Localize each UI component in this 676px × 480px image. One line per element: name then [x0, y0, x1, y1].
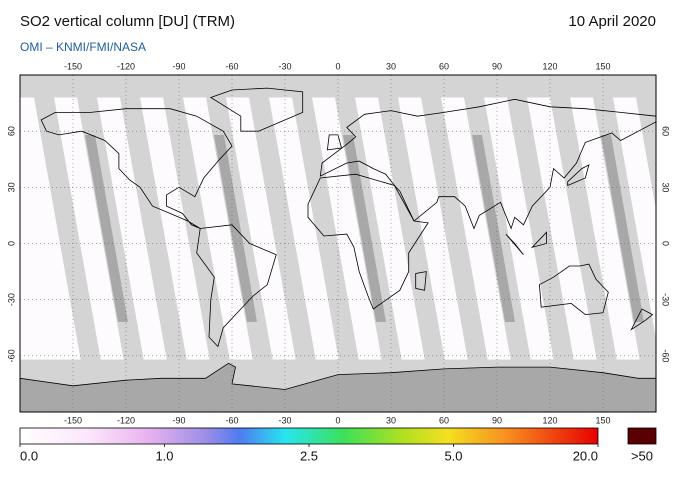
bottom-lon-tick-label: 150	[595, 415, 610, 425]
orbit-swath	[503, 75, 583, 412]
orbit-swath-dark	[85, 135, 128, 322]
date: 10 April 2020	[568, 13, 656, 30]
bottom-lon-tick-label: 0	[335, 415, 340, 425]
bottom-lon-tick-label: -60	[225, 415, 238, 425]
top-lon-tick-label: 0	[335, 61, 340, 71]
bottom-lon-tick-label: -90	[172, 415, 185, 425]
bottom-lon-tick-label: 120	[542, 415, 557, 425]
coastline	[326, 134, 343, 151]
map-frame	[19, 74, 657, 413]
top-lon-tick-label: -120	[117, 61, 135, 71]
coastline	[505, 233, 524, 255]
right-lat-tick-label: -30	[661, 293, 671, 306]
top-lon-tick-label: -150	[64, 61, 82, 71]
colorbar	[19, 427, 599, 445]
coastline	[196, 224, 277, 348]
orbit-swath	[374, 75, 454, 412]
bottom-lon-tick-label: 90	[492, 415, 502, 425]
left-lat-tick-label: -30	[6, 293, 16, 306]
orbit-swath	[417, 75, 497, 412]
bottom-lon-tick-label: -150	[64, 415, 82, 425]
coastline	[319, 98, 656, 230]
title: SO2 vertical column [DU] (TRM)	[20, 13, 235, 30]
coastline	[630, 308, 654, 331]
left-lat-tick-label: -60	[6, 349, 16, 362]
coastline	[567, 164, 590, 187]
colorbar-label: 0.0	[20, 448, 38, 463]
bottom-lon-tick-label: 30	[386, 415, 396, 425]
right-lat-tick-label: 30	[661, 182, 671, 192]
top-lon-tick-label: -90	[172, 61, 185, 71]
right-lat-tick-label: 60	[661, 126, 671, 136]
orbit-swath-dark	[601, 135, 644, 322]
coastline	[209, 87, 304, 132]
orbit-swath	[546, 75, 626, 412]
right-lat-tick-label: -60	[661, 349, 671, 362]
top-lon-tick-label: -60	[225, 61, 238, 71]
coastline	[531, 231, 547, 248]
overflow-label: >50	[631, 448, 653, 463]
colorbar-label: 5.0	[444, 448, 462, 463]
left-lat-tick-label: 0	[6, 241, 16, 246]
top-lon-tick-label: -30	[278, 61, 291, 71]
bottom-lon-tick-label: -120	[117, 415, 135, 425]
left-lat-tick-label: 30	[6, 182, 16, 192]
orbit-swath-dark	[343, 135, 386, 322]
top-lon-tick-label: 120	[542, 61, 557, 71]
colorbar-label: 2.5	[300, 448, 318, 463]
colorbar-label: 20.0	[573, 448, 598, 463]
bottom-lon-tick-label: 60	[439, 415, 449, 425]
top-lon-tick-label: 30	[386, 61, 396, 71]
bottom-lon-tick-label: -30	[278, 415, 291, 425]
colorbar-label: 1.0	[155, 448, 173, 463]
orbit-swath	[30, 75, 110, 412]
top-lon-tick-label: 150	[595, 61, 610, 71]
top-lon-tick-label: 90	[492, 61, 502, 71]
coastline	[307, 173, 429, 310]
left-lat-tick-label: 60	[6, 126, 16, 136]
colorbar-overflow	[627, 427, 657, 445]
orbit-swath-dark	[472, 135, 515, 322]
coastline	[538, 263, 609, 316]
right-lat-tick-label: 0	[661, 241, 671, 246]
top-lon-tick-label: 60	[439, 61, 449, 71]
coastline	[40, 108, 233, 229]
orbit-swath	[632, 75, 656, 210]
subtitle: OMI – KNMI/FMI/NASA	[20, 40, 146, 54]
coastline	[415, 271, 427, 291]
map-area	[20, 75, 656, 412]
